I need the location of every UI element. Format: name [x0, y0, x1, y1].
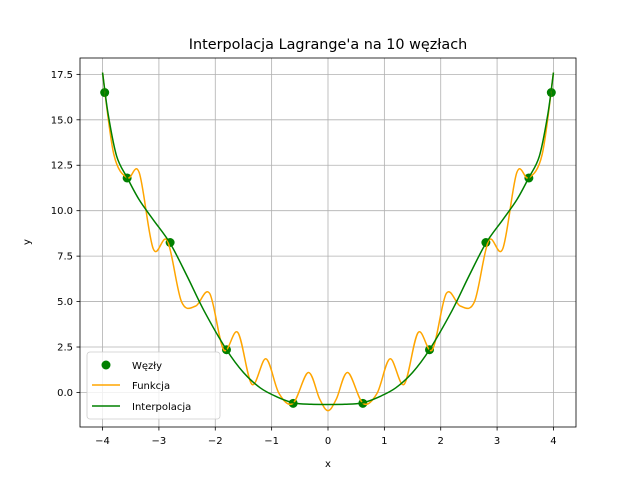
- chart-title: Interpolacja Lagrange'a na 10 węzłach: [189, 37, 468, 53]
- x-tick-label: −4: [95, 436, 110, 447]
- legend-marker-nodes: [101, 360, 111, 370]
- x-tick-label: 1: [381, 436, 387, 447]
- x-axis: −4 −3 −2 −1 0 1 2 3 4: [95, 427, 557, 447]
- legend-label-interpolation: Interpolacja: [132, 402, 191, 413]
- legend-label-function: Funkcja: [132, 381, 170, 392]
- y-tick-label: 0.0: [57, 388, 73, 399]
- series-interpolation-line: [101, 72, 555, 406]
- legend: Węzły Funkcja Interpolacja: [86, 351, 221, 420]
- y-tick-label: 10.0: [51, 206, 73, 217]
- y-axis: 0.0 2.5 5.0 7.5 10.0 12.5 15.0 17.5: [51, 70, 80, 399]
- x-tick-label: 0: [325, 436, 331, 447]
- grid: [80, 58, 576, 427]
- y-tick-label: 5.0: [57, 297, 73, 308]
- plot-area: [100, 72, 556, 412]
- x-axis-label: x: [325, 459, 331, 470]
- y-tick-label: 17.5: [51, 70, 73, 81]
- x-tick-label: 2: [438, 436, 444, 447]
- y-axis-label: y: [22, 239, 33, 245]
- x-tick-label: −2: [208, 436, 223, 447]
- x-tick-label: −1: [264, 436, 279, 447]
- x-tick-label: 3: [494, 436, 500, 447]
- x-tick-label: −3: [152, 436, 167, 447]
- legend-box: [86, 351, 221, 420]
- y-tick-label: 7.5: [57, 252, 73, 263]
- y-tick-label: 2.5: [57, 343, 73, 354]
- y-tick-label: 15.0: [51, 115, 73, 126]
- series-function-line: [101, 72, 555, 412]
- x-tick-label: 4: [550, 436, 556, 447]
- y-tick-label: 12.5: [51, 161, 73, 172]
- legend-label-nodes: Węzły: [132, 361, 162, 372]
